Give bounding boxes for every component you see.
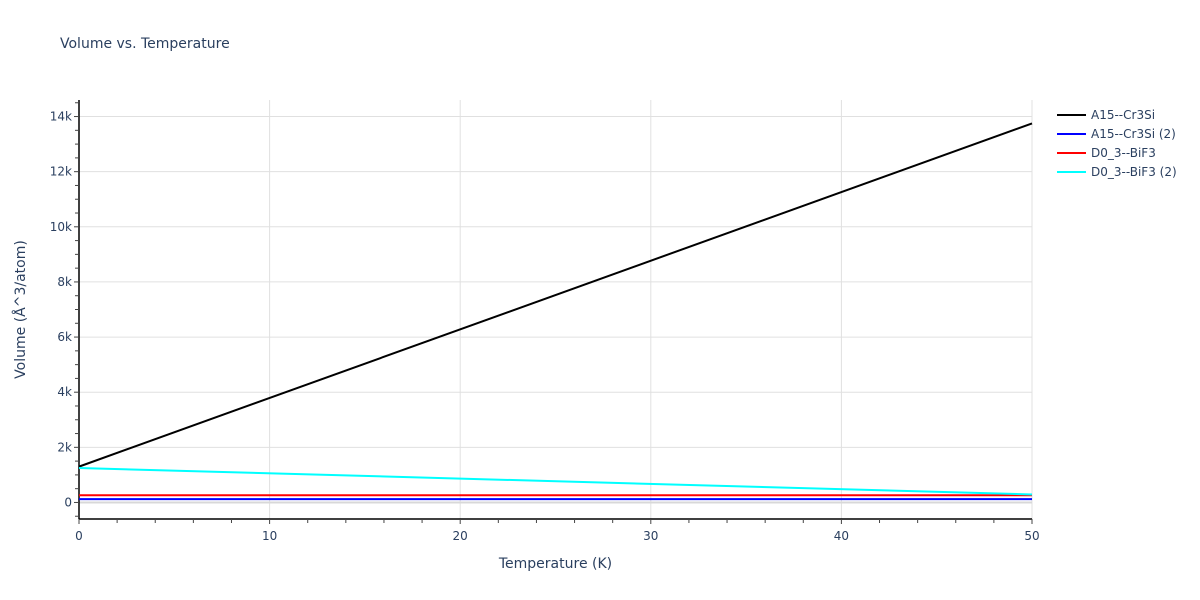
x-tick-label: 20 (453, 529, 468, 543)
y-tick-label: 0 (64, 495, 72, 509)
series-line[interactable] (78, 122, 1033, 468)
y-tick-label: 8k (57, 275, 72, 289)
legend-label: D0_3--BiF3 (2) (1091, 165, 1177, 179)
y-tick-label: 2k (57, 440, 72, 454)
legend-label: D0_3--BiF3 (1091, 146, 1156, 160)
x-tick-label: 0 (75, 529, 83, 543)
series-line[interactable] (78, 467, 1033, 496)
x-tick-label: 10 (262, 529, 277, 543)
chart-title: Volume vs. Temperature (60, 36, 230, 52)
legend-item[interactable]: D0_3--BiF3 (2) (1057, 165, 1177, 179)
y-tick-label: 10k (50, 220, 72, 234)
legend-label: A15--Cr3Si (2) (1091, 127, 1176, 141)
x-tick-label: 50 (1024, 529, 1039, 543)
y-tick-label: 6k (57, 330, 72, 344)
legend-item[interactable]: A15--Cr3Si (1057, 108, 1155, 122)
legend-item[interactable]: D0_3--BiF3 (1057, 146, 1156, 160)
y-tick-label: 4k (57, 385, 72, 399)
x-axis-title: Temperature (K) (498, 556, 612, 572)
legend-item[interactable]: A15--Cr3Si (2) (1057, 127, 1176, 141)
y-tick-label: 12k (50, 165, 72, 179)
x-tick-label: 40 (834, 529, 849, 543)
y-axis-title: Volume (Å^3/atom) (12, 240, 29, 379)
y-tick-label: 14k (50, 110, 72, 124)
legend-label: A15--Cr3Si (1091, 108, 1155, 122)
x-tick-label: 30 (643, 529, 658, 543)
